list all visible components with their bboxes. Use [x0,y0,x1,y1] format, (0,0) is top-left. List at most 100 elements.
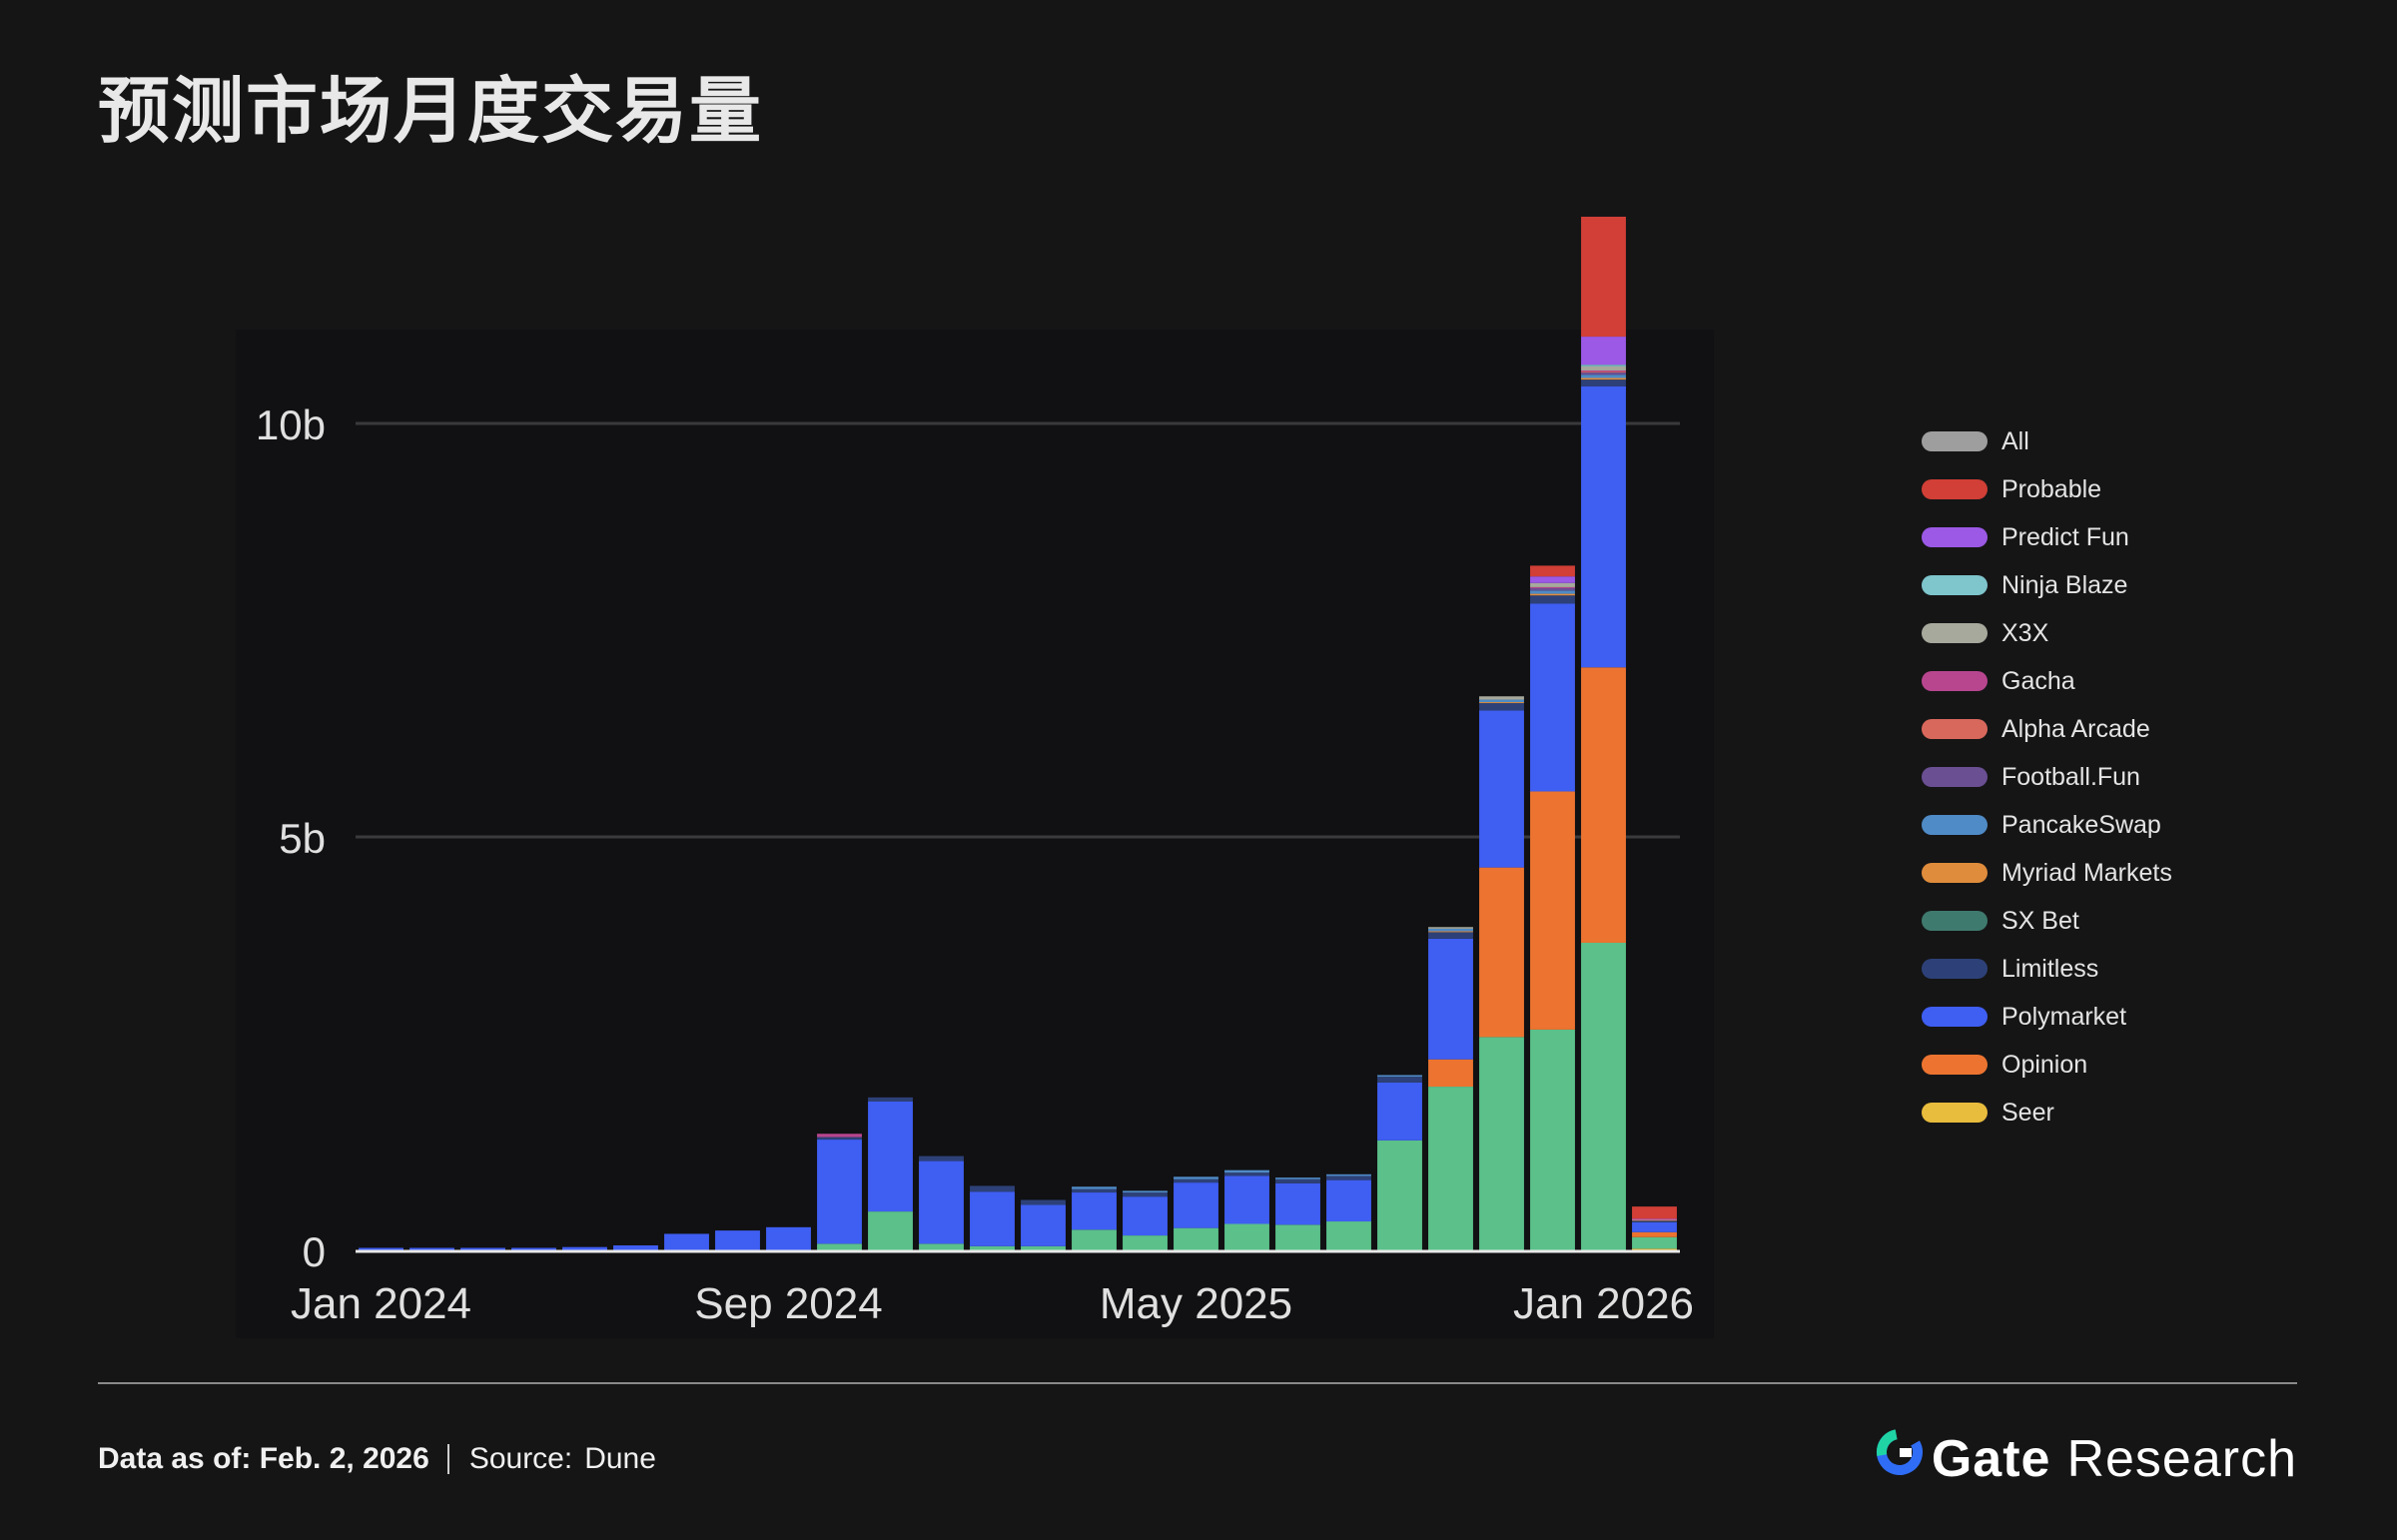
x-tick-label: Jan 2026 [1513,1279,1694,1328]
bar-segment [919,1243,964,1250]
legend-label: Seer [2001,1098,2054,1127]
bar-segment [970,1191,1015,1246]
gate-logo-icon [1876,1428,1924,1489]
page-title: 预测市场月度交易量 [98,69,764,153]
legend-item: PancakeSwap [1922,801,2172,849]
bar-segment [1581,380,1626,386]
bar-segment [1428,928,1473,932]
legend-item: Predict Fun [1922,513,2172,561]
bar-segment [1632,1221,1677,1232]
bar-segment [1581,378,1626,381]
bar-segment [1530,791,1575,1030]
bar-segment [664,1233,709,1250]
bar-segment [868,1097,913,1102]
legend-item: Myriad Markets [1922,849,2172,897]
legend-swatch [1922,1007,1988,1027]
legend-item: Gacha [1922,657,2172,705]
bar-segment [919,1160,964,1244]
bar-segment [1530,582,1575,587]
bar-segment [1123,1196,1168,1236]
bar-segment [766,1226,811,1250]
x-tick-label: May 2025 [1100,1279,1292,1328]
legend-swatch [1922,1055,1988,1075]
footer-separator [446,1444,449,1474]
bar-segment [1072,1186,1117,1189]
bar-segment [1428,1059,1473,1088]
bar-segment [1377,1075,1422,1078]
legend-label: SX Bet [2001,906,2079,935]
bar-segment [1021,1204,1066,1246]
bar-segment [1581,217,1626,338]
source-label: Source: [468,1442,573,1475]
brand-gate: Gate [1931,1429,2051,1488]
legend-item: All [1922,417,2172,465]
y-tick-label: 10b [256,401,326,448]
bar-segment [1072,1192,1117,1230]
bar-segment [1224,1169,1269,1173]
x-tick-label: Jan 2024 [291,1279,471,1328]
legend-swatch [1922,527,1988,547]
legend-label: All [2001,426,2029,455]
legend-label: Opinion [2001,1050,2088,1079]
footer: Data as of: Feb. 2, 2026 Source: Dune [98,1442,656,1476]
legend-label: Limitless [2001,954,2099,983]
bar-segment [1377,1140,1422,1250]
bar-segment [1326,1175,1371,1180]
legend-label: X3X [2001,618,2049,647]
brand-research: Research [2066,1429,2297,1488]
bar-segment [409,1247,454,1250]
y-tick-label: 0 [303,1228,326,1275]
bar-segment [1581,371,1626,373]
bar-segment [1632,1218,1677,1220]
source-value: Dune [584,1442,656,1475]
bar-segment [1581,942,1626,1250]
bar-segment [1428,927,1473,929]
bar-segment [817,1137,862,1141]
bar-segment [1021,1199,1066,1205]
bar-segment [1326,1179,1371,1222]
bar-segment [817,1134,862,1138]
legend-swatch [1922,767,1988,787]
bar-segment [1581,375,1626,379]
legend-swatch [1922,719,1988,739]
legend-label: Predict Fun [2001,522,2129,551]
bar-segment [1275,1182,1320,1225]
bar-segment [1275,1178,1320,1183]
bar-segment [1632,1236,1677,1249]
bar-segment [1123,1190,1168,1193]
bar-segment [1479,1037,1524,1250]
bar-segment [1326,1173,1371,1176]
bar-segment [1326,1221,1371,1250]
bar-segment [1021,1245,1066,1250]
bar-segment [1581,385,1626,668]
bar-segment [460,1247,505,1250]
data-as-of: Data as of: Feb. 2, 2026 [98,1442,429,1475]
bar-segment [1428,938,1473,1060]
legend-item: SX Bet [1922,897,2172,945]
bar-segment [1123,1192,1168,1197]
bar-segment [1072,1229,1117,1250]
legend-item: Alpha Arcade [1922,705,2172,753]
bar-segment [919,1155,964,1161]
bar-segment [1072,1188,1117,1193]
bar-segment [1479,702,1524,711]
bar-segment [970,1185,1015,1192]
legend-item: Opinion [1922,1041,2172,1089]
bar-segment [1530,586,1575,588]
legend-swatch [1922,431,1988,451]
bar-segment [1224,1172,1269,1176]
bar-segment [1224,1223,1269,1250]
bar-segment [1174,1178,1218,1183]
legend-label: Gacha [2001,666,2075,695]
bar-segment [1479,699,1524,703]
y-tick-label: 5b [279,815,326,862]
bar-segment [1632,1248,1677,1250]
legend-item: Seer [1922,1089,2172,1137]
legend-swatch [1922,1103,1988,1123]
bar-segment [1123,1235,1168,1250]
legend-item: Limitless [1922,945,2172,993]
legend-item: X3X [1922,609,2172,657]
bar-segment [1530,590,1575,594]
bar-segment [1632,1219,1677,1221]
